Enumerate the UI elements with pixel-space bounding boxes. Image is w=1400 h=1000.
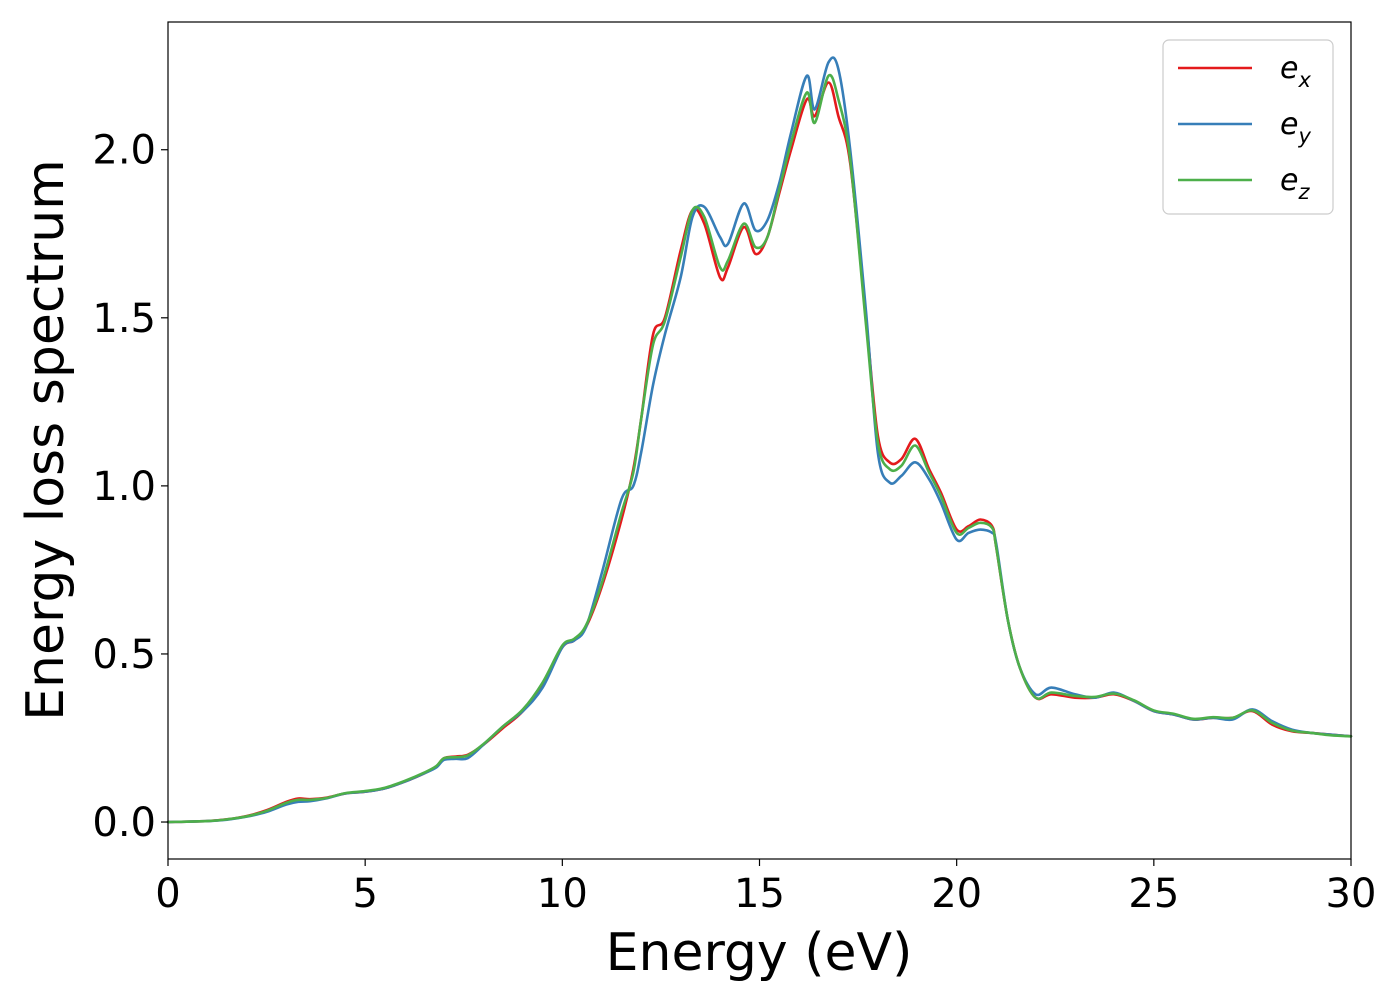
x-axis-ticks: 0 5 10 15 20 25 30 <box>155 859 1376 917</box>
legend: ex ey ez <box>1162 39 1334 215</box>
y-tick-label: 0.5 <box>92 632 156 678</box>
y-tick-label: 1.5 <box>92 296 156 342</box>
x-tick-label: 20 <box>931 871 982 917</box>
x-tick-label: 0 <box>155 871 180 917</box>
y-axis-title: Energy loss spectrum <box>16 159 76 721</box>
legend-label-ex: ex <box>1280 51 1311 92</box>
x-tick-label: 30 <box>1326 871 1377 917</box>
legend-box <box>1162 39 1334 215</box>
x-axis-title: Energy (eV) <box>606 923 913 983</box>
legend-label-ey: ey <box>1280 107 1311 148</box>
y-tick-label: 1.0 <box>92 464 156 510</box>
y-tick-label: 2.0 <box>92 128 156 174</box>
series-line-ez <box>166 73 1353 824</box>
x-tick-label: 25 <box>1128 871 1179 917</box>
legend-label-ez: ez <box>1280 163 1310 204</box>
series-layer <box>166 56 1353 824</box>
y-axis-ticks: 0.0 0.5 1.0 1.5 2.0 <box>92 128 168 846</box>
plot-background <box>168 22 1351 859</box>
y-tick-label: 0.0 <box>92 800 156 846</box>
x-tick-label: 10 <box>537 871 588 917</box>
x-tick-label: 15 <box>734 871 785 917</box>
x-tick-label: 5 <box>352 871 377 917</box>
